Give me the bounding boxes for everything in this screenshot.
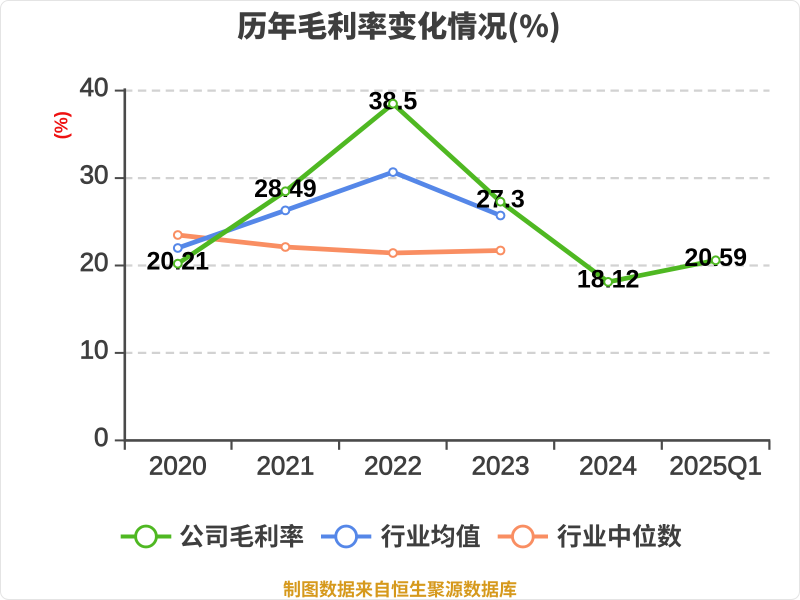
svg-text:10: 10 xyxy=(80,334,109,364)
svg-text:30: 30 xyxy=(80,160,109,190)
svg-text:2025Q1: 2025Q1 xyxy=(669,451,762,481)
svg-text:2020: 2020 xyxy=(149,451,207,481)
svg-text:2021: 2021 xyxy=(256,451,314,481)
svg-text:40: 40 xyxy=(80,72,109,102)
svg-text:2024: 2024 xyxy=(579,451,637,481)
svg-text:20: 20 xyxy=(80,247,109,277)
svg-text:2022: 2022 xyxy=(364,451,422,481)
svg-text:0: 0 xyxy=(94,422,108,452)
svg-text:(%): (%) xyxy=(52,111,72,139)
svg-text:2023: 2023 xyxy=(472,451,530,481)
